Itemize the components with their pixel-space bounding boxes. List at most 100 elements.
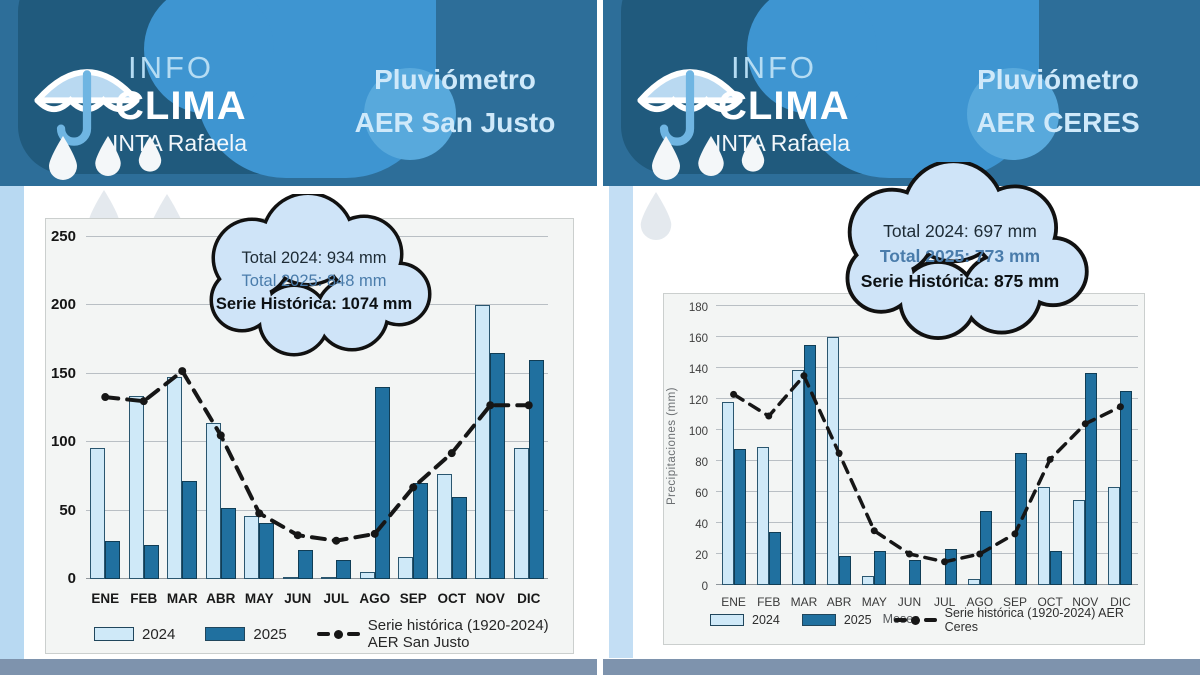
month-group-ene: ENE — [86, 237, 125, 606]
logo-text-info: INFO — [128, 50, 215, 85]
legend-label: 2024 — [142, 625, 176, 643]
bar-pair — [436, 237, 467, 579]
dash — [346, 632, 360, 636]
legend-label: 2024 — [752, 613, 780, 627]
bar-pair — [827, 306, 852, 585]
x-tick-label: ENE — [91, 591, 120, 606]
legend-label: 2025 — [253, 625, 287, 643]
raindrop-icon — [741, 136, 765, 172]
serie-historica: Serie Histórica: 875 mm — [860, 270, 1060, 291]
legend-item-2025: 2025 — [801, 613, 872, 627]
legend-item-2024: 2024 — [710, 613, 780, 627]
infoclima-logo: INFO CLIMA INTA Rafaela — [603, 0, 923, 186]
dot — [910, 615, 920, 625]
x-tick-label: NOV — [1072, 595, 1099, 609]
y-tick-label: 0 — [701, 581, 708, 593]
gridline — [716, 367, 1138, 368]
x-tick-label: MAY — [861, 595, 887, 609]
x-tick-label: JUL — [323, 591, 349, 606]
month-group-nov: NOV — [1068, 306, 1103, 609]
totals-cloud-ceres: Total 2024: 697 mm Total 2025: 773 mm Se… — [819, 162, 1101, 346]
umbrella-icon — [637, 69, 743, 146]
y-tick-label: 250 — [50, 228, 76, 245]
bar-2025-nov — [490, 353, 506, 579]
x-tick-label: FEB — [130, 591, 158, 606]
bar-2025-ene — [733, 448, 746, 585]
x-tick-label: JUL — [933, 595, 956, 609]
banner-ceres: INFO CLIMA INTA Rafaela Pluviómetro AER … — [603, 0, 1200, 186]
bar-2025-ago — [979, 510, 992, 585]
y-tick-label: 80 — [695, 457, 708, 470]
bar-2024-ago — [359, 572, 375, 579]
bar-2025-oct — [1050, 550, 1063, 585]
bar-2025-abr — [839, 555, 852, 585]
raindrop-icon — [49, 136, 77, 180]
bar-2025-oct — [451, 496, 467, 579]
y-axis-ticks: 0 50 100 150 200 250 — [46, 228, 80, 587]
panel-title: Pluviómetro AER San Justo — [330, 58, 580, 145]
bar-2024-dic — [1108, 487, 1121, 585]
dash — [893, 618, 907, 622]
bar-2025-sep — [413, 483, 429, 579]
logo-text-clima: CLIMA — [115, 84, 247, 128]
chart-card-ceres: Precipitaciones (mm) 0 20 40 60 80 100 120 140 1… — [663, 293, 1145, 645]
bar-pair — [756, 306, 781, 585]
totals-cloud-san-justo: Total 2024: 934 mm Total 2025: 848 mm Se… — [192, 194, 436, 362]
chart-ceres: Precipitaciones (mm) 0 20 40 60 80 100 120 140 1… — [664, 294, 1144, 644]
dot — [333, 629, 343, 639]
dash — [316, 632, 330, 636]
side-stripe — [0, 186, 24, 662]
x-tick-label: ABR — [826, 595, 852, 609]
bar-2024-abr — [827, 337, 840, 585]
bar-2025-sep — [1014, 453, 1027, 585]
bar-2024-oct — [436, 473, 452, 579]
x-tick-label: SEP — [399, 591, 427, 606]
month-group-nov: NOV — [471, 237, 510, 606]
month-group-dic: DIC — [510, 237, 549, 606]
raindrop-icon — [640, 192, 672, 240]
legend-swatch — [205, 627, 246, 641]
bar-2024-may — [862, 575, 875, 585]
bar-pair — [321, 237, 352, 579]
bar-2025-ago — [374, 387, 390, 579]
month-group-feb: FEB — [125, 237, 164, 606]
month-group-feb: FEB — [751, 306, 786, 609]
gridline — [716, 584, 1138, 585]
legend-label: 2025 — [843, 613, 872, 627]
cloud-callout-shape — [845, 162, 1089, 340]
bar-2025-jul — [336, 559, 352, 579]
y-tick-label: 150 — [50, 364, 76, 382]
dash — [923, 618, 937, 622]
month-group-abr: ABR — [822, 306, 857, 609]
x-tick-label: MAR — [790, 595, 818, 609]
panel-title-line2: AER CERES — [976, 107, 1140, 139]
bar-2025-dic — [1120, 391, 1133, 585]
y-tick-label: 60 — [695, 488, 708, 501]
x-tick-label: NOV — [475, 591, 505, 606]
bar-pair — [967, 306, 992, 585]
bar-2024-jun — [282, 577, 298, 579]
legend-item-2025: 2025 — [205, 625, 287, 643]
total-2025: Total 2025: 773 mm — [879, 245, 1041, 266]
side-stripe — [609, 186, 633, 658]
infoclima-logo: INFO CLIMA INTA Rafaela — [0, 0, 320, 186]
x-tick-label: MAR — [166, 591, 198, 606]
bar-pair — [513, 237, 544, 579]
month-group-jun: JUN — [892, 306, 927, 609]
bar-2024-dic — [513, 447, 529, 579]
cloud-callout-shape — [209, 194, 432, 357]
bar-2025-feb — [143, 544, 159, 579]
legend-swatch — [710, 614, 744, 626]
month-group-oct: OCT — [433, 237, 472, 606]
bar-2024-mar — [167, 376, 183, 579]
bar-2024-may — [244, 516, 260, 579]
y-tick-label: 100 — [688, 426, 708, 438]
y-tick-label: 0 — [67, 570, 76, 587]
month-group-ene: ENE — [716, 306, 751, 609]
bar-2024-feb — [128, 395, 144, 579]
bar-2025-dic — [528, 360, 544, 579]
legend-item-serie-historica: Serie histórica (1920-2024) AER San Just… — [316, 617, 573, 651]
y-tick-label: 20 — [695, 550, 708, 563]
logo-text-clima: CLIMA — [718, 84, 850, 128]
